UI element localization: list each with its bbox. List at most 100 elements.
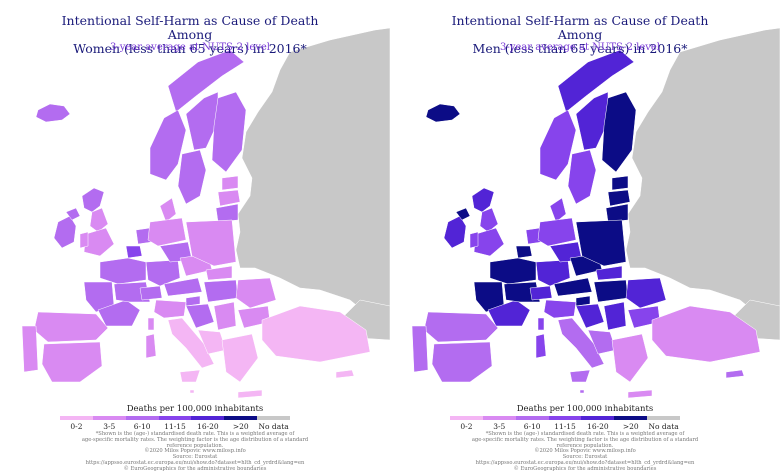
region-italy-north [543,299,577,319]
region-sardinia [535,333,547,359]
region-estonia [611,175,629,191]
women-choropleth-map [21,27,390,399]
region-switzerland [529,285,553,301]
region-italy-south [557,317,605,369]
women-map-panel: Intentional Self-Harm as Cause of Death … [21,14,390,473]
region-norway-south [149,109,187,181]
region-turkey [261,305,371,363]
legend-label: 3-5 [493,422,506,431]
region-portugal [21,325,39,373]
women-notes: *Shown is the (age-) standardised death … [60,431,330,473]
note-line3: reference population. [166,442,224,449]
region-sweden-south [567,149,597,205]
no-data-area [235,27,390,331]
region-cyprus [335,369,355,379]
region-slovenia [575,295,591,307]
legend-swatch [450,416,483,420]
note-line7: © EuroGeographics for the administrative… [123,465,267,472]
region-croatia [575,303,605,329]
men-legend-title: Deaths per 100,000 inhabitants [516,404,654,414]
no-data-area [625,27,780,331]
region-switzerland [139,285,163,301]
note-line1: *Shown is the (age-) standardised death … [95,431,295,437]
legend-swatch [224,416,258,420]
men-map-subtitle: 3-year average at NUTS-2 level [499,42,661,53]
women-title-line1: Intentional Self-Harm as Cause of Death … [61,13,319,42]
region-iceland [35,103,71,123]
region-england-south [83,227,115,257]
region-england-south [473,227,505,257]
legend-label: >20 [622,422,639,431]
region-denmark [549,197,567,223]
legend-swatch [158,416,192,420]
region-greece [611,333,649,383]
region-ireland [443,215,467,249]
legend-label: No data [648,422,679,431]
region-finland [601,91,637,173]
legend-label: 0-2 [460,422,473,431]
region-romania [235,277,277,309]
region-austria [553,277,593,297]
region-cyprus [725,369,745,379]
men-map-panel: Intentional Self-Harm as Cause of Death … [390,0,780,474]
note-line3: reference population. [556,442,614,449]
region-estonia [221,175,239,191]
region-germany-north [147,217,187,247]
note-line4: ©2020 Milos Popovic www.milosp.info [534,448,636,455]
region-northern-ireland [455,207,471,221]
region-poland [575,219,627,267]
region-italy-north [153,299,187,319]
legend-label: 11-15 [164,422,186,431]
region-denmark [159,197,177,223]
legend-label: 16-20 [587,422,609,431]
region-england-north [479,207,499,233]
women-legend-title: Deaths per 100,000 inhabitants [126,404,264,414]
region-latvia [607,189,631,207]
women-legend-bar [60,416,291,420]
region-corsica [147,317,155,331]
region-hungary [593,279,629,303]
legend-swatch [191,416,225,420]
region-serbia [213,301,237,331]
legend-swatch [125,416,159,420]
region-spain-north [423,311,499,343]
region-italy-south [167,317,215,369]
region-spain-south [41,341,103,383]
region-spain-north [33,311,109,343]
region-portugal [411,325,429,373]
men-map-title: Intentional Self-Harm as Cause of Death … [430,14,730,56]
region-serbia [603,301,627,331]
region-crete [237,389,263,399]
legend-label: 6-10 [523,422,541,431]
legend-swatch [647,416,681,420]
region-norway-south [539,109,577,181]
region-crete [627,389,653,399]
legend-swatch [60,416,93,420]
region-turkey [651,305,761,363]
region-wales [79,231,89,249]
region-wales [469,231,479,249]
men-notes: *Shown is the (age-) standardised death … [450,431,720,473]
legend-label: No data [258,422,289,431]
region-corsica [537,317,545,331]
region-finland [211,91,247,173]
region-croatia [185,303,215,329]
region-france-north [489,257,537,285]
legend-swatch [482,416,516,420]
region-spain-south [431,341,493,383]
legend-swatch [92,416,126,420]
legend-swatch [614,416,648,420]
region-sicily [569,369,591,383]
note-line2: age-specific mortality rates. The weight… [471,436,699,443]
women-map-title: Intentional Self-Harm as Cause of Death … [40,14,340,56]
region-hungary [203,279,239,303]
region-france-east [503,281,541,303]
region-lithuania [605,203,629,223]
men-title-line2: Men (less than 65 years) in 2016* [472,41,688,56]
region-sardinia [145,333,157,359]
legend-swatch [257,416,291,420]
men-legend-labels: 0-2 3-5 6-10 11-15 16-20 >20 No data [450,422,680,431]
region-iceland [425,103,461,123]
note-line1: *Shown is the (age-) standardised death … [485,431,685,437]
region-france-south [97,299,141,327]
